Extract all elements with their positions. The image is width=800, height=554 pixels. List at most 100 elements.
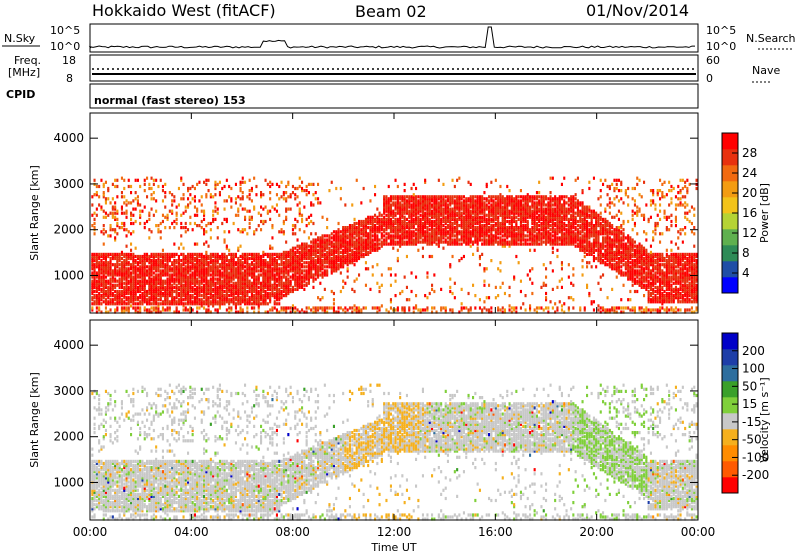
echo-cell bbox=[465, 217, 468, 221]
echo-cell bbox=[223, 259, 226, 263]
echo-cell bbox=[485, 228, 488, 232]
echo-cell bbox=[225, 285, 228, 289]
echo-cell bbox=[503, 197, 506, 201]
echo-cell bbox=[100, 269, 103, 273]
echo-cell bbox=[453, 226, 456, 230]
echo-cell bbox=[282, 267, 285, 271]
echo-cell bbox=[191, 265, 194, 269]
echo-cell bbox=[139, 254, 142, 259]
echo-cell bbox=[116, 296, 119, 300]
echo-cell bbox=[209, 221, 212, 226]
echo-cell bbox=[221, 275, 224, 279]
echo-cell bbox=[337, 228, 340, 232]
echo-cell bbox=[451, 209, 454, 213]
cpid-panel: CPID normal (fast stereo) 153 bbox=[6, 83, 699, 109]
echo-cell bbox=[282, 285, 285, 289]
echo-cell bbox=[501, 310, 504, 314]
echo-cell bbox=[285, 240, 288, 244]
echo-cell bbox=[431, 242, 434, 246]
echo-cell bbox=[387, 197, 390, 201]
echo-cell bbox=[501, 238, 504, 242]
echo-cell bbox=[291, 285, 294, 289]
echo-cell bbox=[271, 273, 274, 277]
echo-cell bbox=[510, 221, 513, 226]
echo-cell bbox=[490, 203, 493, 207]
echo-cell bbox=[412, 224, 415, 228]
echo-cell bbox=[143, 205, 146, 209]
echo-cell bbox=[446, 217, 449, 221]
echo-cell bbox=[266, 182, 269, 186]
echo-cell bbox=[257, 254, 260, 259]
echo-cell bbox=[538, 242, 541, 246]
echo-cell bbox=[200, 226, 203, 230]
echo-cell bbox=[483, 203, 486, 207]
echo-cell bbox=[421, 209, 424, 213]
echo-cell bbox=[132, 230, 135, 234]
echo-cell bbox=[360, 221, 363, 226]
echo-cell bbox=[230, 197, 233, 201]
echo-cell bbox=[312, 259, 315, 263]
echo-cell bbox=[100, 261, 103, 265]
echo-cell bbox=[248, 298, 251, 302]
echo-cell bbox=[136, 203, 139, 207]
echo-cell bbox=[339, 306, 342, 310]
echo-cell bbox=[271, 277, 274, 281]
echo-cell bbox=[328, 242, 331, 246]
echo-cell bbox=[374, 230, 377, 234]
echo-cell bbox=[332, 244, 335, 248]
echo-cell bbox=[307, 277, 310, 281]
echo-cell bbox=[364, 234, 367, 238]
echo-cell bbox=[114, 298, 117, 302]
echo-cell bbox=[282, 221, 285, 226]
echo-cell bbox=[127, 273, 130, 277]
echo-cell bbox=[353, 250, 356, 254]
echo-cell bbox=[506, 219, 509, 224]
echo-cell bbox=[358, 242, 361, 246]
echo-cell bbox=[159, 277, 162, 281]
echo-cell bbox=[278, 291, 281, 296]
echo-cell bbox=[469, 215, 472, 219]
echo-cell bbox=[248, 256, 251, 261]
echo-cell bbox=[184, 265, 187, 269]
echo-cell bbox=[107, 265, 110, 269]
echo-cell bbox=[401, 199, 404, 203]
echo-cell bbox=[519, 195, 522, 199]
echo-cell bbox=[412, 230, 415, 234]
echo-cell bbox=[95, 289, 98, 294]
echo-cell bbox=[419, 232, 422, 236]
echo-cell bbox=[417, 217, 420, 221]
echo-cell bbox=[228, 267, 231, 271]
echo-cell bbox=[387, 242, 390, 246]
echo-cell bbox=[346, 269, 349, 273]
echo-cell bbox=[102, 193, 105, 197]
echo-cell bbox=[116, 283, 119, 287]
echo-cell bbox=[460, 211, 463, 215]
echo-cell bbox=[271, 283, 274, 287]
echo-cell bbox=[522, 203, 525, 207]
echo-cell bbox=[538, 215, 541, 219]
echo-cell bbox=[535, 211, 538, 215]
echo-cell bbox=[255, 281, 258, 285]
echo-cell bbox=[255, 285, 258, 289]
echo-cell bbox=[189, 283, 192, 287]
echo-cell bbox=[141, 209, 144, 213]
echo-cell bbox=[155, 277, 158, 281]
echo-cell bbox=[474, 221, 477, 226]
echo-cell bbox=[262, 275, 265, 279]
echo-cell bbox=[241, 256, 244, 261]
echo-cell bbox=[431, 287, 434, 291]
echo-cell bbox=[387, 267, 390, 271]
echo-cell bbox=[410, 236, 413, 240]
echo-cell bbox=[508, 308, 511, 312]
echo-cell bbox=[305, 189, 308, 193]
echo-cell bbox=[136, 296, 139, 300]
echo-cell bbox=[405, 298, 408, 302]
echo-cell bbox=[426, 211, 429, 215]
echo-cell bbox=[285, 285, 288, 289]
echo-cell bbox=[257, 310, 260, 314]
echo-cell bbox=[303, 273, 306, 277]
echo-cell bbox=[440, 199, 443, 203]
echo-cell bbox=[401, 221, 404, 226]
echo-cell bbox=[175, 269, 178, 273]
echo-cell bbox=[91, 203, 94, 207]
